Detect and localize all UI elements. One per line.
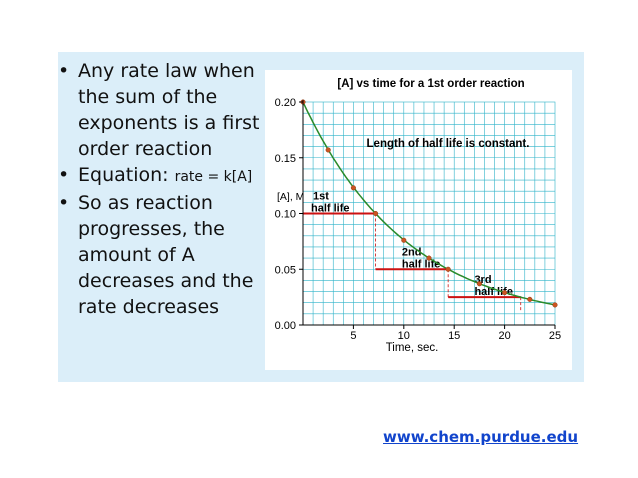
y-axis-label: [A], M bbox=[277, 191, 304, 203]
bullet-text: So as reaction progresses, the amount of… bbox=[78, 192, 254, 318]
y-tick-label: 0.10 bbox=[275, 209, 296, 221]
half-life-label: half life bbox=[402, 258, 441, 270]
chart-frame: [A] vs time for a 1st order reaction Len… bbox=[265, 70, 572, 370]
half-life-label: 2nd bbox=[402, 246, 422, 258]
x-axis-label: Time, sec. bbox=[386, 342, 439, 354]
x-tick-label: 25 bbox=[549, 330, 561, 342]
x-tick-label: 20 bbox=[498, 330, 510, 342]
y-tick-label: 0.05 bbox=[275, 264, 296, 276]
half-life-label: half life bbox=[311, 203, 350, 215]
data-point bbox=[502, 290, 508, 296]
data-point bbox=[373, 210, 379, 217]
x-tick-label: 10 bbox=[398, 330, 410, 342]
bullet-first-order: Any rate law when the sum of the exponen… bbox=[58, 58, 273, 162]
data-point bbox=[527, 296, 533, 302]
bullet-text: Any rate law when the sum of the exponen… bbox=[78, 60, 260, 160]
bullet-equation: Equation: rate = k[A] bbox=[58, 162, 273, 190]
data-point bbox=[476, 281, 482, 287]
bullet-progress: So as reaction progresses, the amount of… bbox=[58, 190, 273, 320]
x-tick-label: 5 bbox=[350, 330, 356, 342]
y-tick-label: 0.15 bbox=[275, 153, 296, 165]
y-tick-label: 0.00 bbox=[275, 320, 296, 332]
bullet-list: Any rate law when the sum of the exponen… bbox=[58, 58, 273, 320]
half-life-label: half life bbox=[474, 286, 513, 298]
chart-title: [A] vs time for a 1st order reaction bbox=[337, 78, 524, 90]
data-point bbox=[401, 237, 407, 243]
bullet-text: Equation: bbox=[78, 164, 175, 186]
data-point bbox=[426, 255, 432, 261]
data-point bbox=[350, 185, 356, 191]
source-link[interactable]: www.chem.purdue.edu bbox=[383, 428, 579, 446]
y-tick-label: 0.20 bbox=[275, 97, 296, 109]
data-point bbox=[325, 147, 331, 153]
slide-panel: Any rate law when the sum of the exponen… bbox=[58, 52, 584, 382]
rate-equation: rate = k[A] bbox=[174, 169, 253, 185]
x-tick-label: 15 bbox=[448, 330, 460, 342]
half-life-label: 1st bbox=[313, 191, 329, 203]
data-point bbox=[445, 266, 451, 272]
chart-annotation: Length of half life is constant. bbox=[367, 138, 530, 150]
half-life-chart: [A] vs time for a 1st order reaction Len… bbox=[275, 78, 562, 354]
data-point bbox=[552, 302, 558, 308]
